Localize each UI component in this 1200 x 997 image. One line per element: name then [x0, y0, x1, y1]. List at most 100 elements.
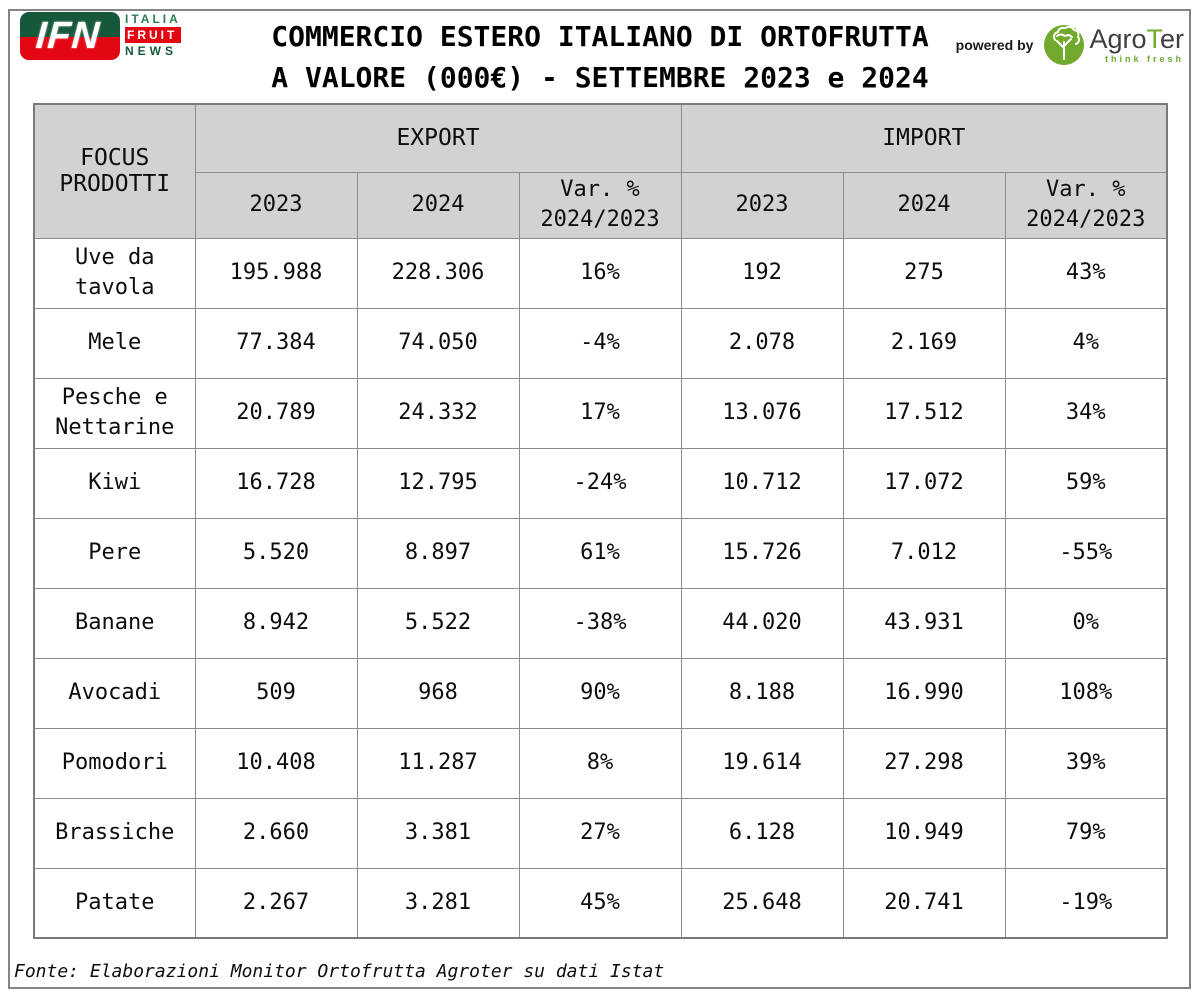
- value-cell: 5.522: [356, 587, 520, 659]
- export-2023-header: 2023: [194, 171, 358, 239]
- product-cell: Uve da tavola: [33, 237, 196, 309]
- product-cell: Pere: [33, 517, 196, 589]
- value-cell: 7.012: [842, 517, 1006, 589]
- value-cell: 44.020: [680, 587, 844, 659]
- table-row: Avocadi 509 968 90% 8.188 16.990 108%: [33, 657, 1168, 729]
- value-cell: 25.648: [680, 867, 844, 939]
- corner-line2: PRODOTTI: [59, 171, 171, 198]
- export-group-header: EXPORT: [194, 103, 682, 173]
- value-cell: 12.795: [356, 447, 520, 519]
- value-cell: 20.741: [842, 867, 1006, 939]
- value-cell: 4%: [1004, 307, 1168, 379]
- ifn-word-fruit: FRUIT: [125, 27, 181, 43]
- value-cell: 27%: [518, 797, 682, 869]
- value-cell: 2.267: [194, 867, 358, 939]
- value-cell: 45%: [518, 867, 682, 939]
- value-cell: -19%: [1004, 867, 1168, 939]
- value-cell: 10.949: [842, 797, 1006, 869]
- product-cell: Kiwi: [33, 447, 196, 519]
- value-cell: 275: [842, 237, 1006, 309]
- value-cell: 5.520: [194, 517, 358, 589]
- value-cell: 195.988: [194, 237, 358, 309]
- value-cell: -4%: [518, 307, 682, 379]
- value-cell: 10.408: [194, 727, 358, 799]
- value-cell: 15.726: [680, 517, 844, 589]
- table-row: Pere 5.520 8.897 61% 15.726 7.012 -55%: [33, 517, 1168, 589]
- value-cell: 20.789: [194, 377, 358, 449]
- agroter-tagline: think fresh: [1104, 54, 1184, 64]
- value-cell: 2.169: [842, 307, 1006, 379]
- value-cell: 3.281: [356, 867, 520, 939]
- ifn-logo: IFN ITALIA FRUIT NEWS: [20, 12, 181, 60]
- value-cell: 8.942: [194, 587, 358, 659]
- value-cell: 509: [194, 657, 358, 729]
- page-title: COMMERCIO ESTERO ITALIANO DI ORTOFRUTTA A…: [0, 16, 1200, 98]
- corner-line1: FOCUS: [80, 145, 150, 172]
- export-var-header: Var. % 2024/2023: [518, 171, 682, 239]
- table-row: Kiwi 16.728 12.795 -24% 10.712 17.072 59%: [33, 447, 1168, 519]
- value-cell: 79%: [1004, 797, 1168, 869]
- value-cell: 13.076: [680, 377, 844, 449]
- corner-header-focus-prodotti: FOCUS PRODOTTI: [33, 103, 196, 239]
- value-cell: 27.298: [842, 727, 1006, 799]
- value-cell: 74.050: [356, 307, 520, 379]
- value-cell: 2.078: [680, 307, 844, 379]
- table-body: Uve da tavola 195.988 228.306 16% 192 275 43% M…: [33, 237, 1168, 939]
- table-row: Pomodori 10.408 11.287 8% 19.614 27.298 39%: [33, 727, 1168, 799]
- agroter-name-t: T: [1146, 24, 1160, 54]
- import-2024-header: 2024: [842, 171, 1006, 239]
- table-row: Banane 8.942 5.522 -38% 44.020 43.931 0%: [33, 587, 1168, 659]
- value-cell: 90%: [518, 657, 682, 729]
- value-cell: 16%: [518, 237, 682, 309]
- product-cell: Pomodori: [33, 727, 196, 799]
- value-cell: 968: [356, 657, 520, 729]
- product-cell: Patate: [33, 867, 196, 939]
- value-cell: 17.512: [842, 377, 1006, 449]
- table-row: Pesche e Nettarine 20.789 24.332 17% 13.076 1…: [33, 377, 1168, 449]
- value-cell: 43%: [1004, 237, 1168, 309]
- import-var-line2: 2024/2023: [1026, 207, 1146, 232]
- table-row: Brassiche 2.660 3.381 27% 6.128 10.949 79%: [33, 797, 1168, 869]
- table-row: Patate 2.267 3.281 45% 25.648 20.741 -19%: [33, 867, 1168, 939]
- export-var-line1: Var. %: [560, 177, 640, 203]
- value-cell: 17%: [518, 377, 682, 449]
- value-cell: 24.332: [356, 377, 520, 449]
- product-cell: Banane: [33, 587, 196, 659]
- agroter-logo: AgroTer think fresh: [1043, 24, 1184, 66]
- import-var-header: Var. % 2024/2023: [1004, 171, 1168, 239]
- export-2024-header: 2024: [356, 171, 520, 239]
- ifn-badge-icon: IFN: [20, 12, 120, 60]
- value-cell: 61%: [518, 517, 682, 589]
- page-title-line1: COMMERCIO ESTERO ITALIANO DI ORTOFRUTTA: [271, 20, 929, 53]
- value-cell: 3.381: [356, 797, 520, 869]
- product-cell: Pesche e Nettarine: [33, 377, 196, 449]
- product-cell: Avocadi: [33, 657, 196, 729]
- value-cell: 0%: [1004, 587, 1168, 659]
- value-cell: 2.660: [194, 797, 358, 869]
- agroter-name-post: er: [1159, 24, 1184, 54]
- value-cell: -38%: [518, 587, 682, 659]
- product-cell: Brassiche: [33, 797, 196, 869]
- agroter-tree-icon: [1044, 25, 1085, 65]
- value-cell: 108%: [1004, 657, 1168, 729]
- product-cell: Mele: [33, 307, 196, 379]
- value-cell: 34%: [1004, 377, 1168, 449]
- value-cell: 6.128: [680, 797, 844, 869]
- value-cell: 8%: [518, 727, 682, 799]
- ifn-word-italia: ITALIA: [125, 12, 181, 26]
- value-cell: 43.931: [842, 587, 1006, 659]
- page-title-line2: A VALORE (000€) - SETTEMBRE 2023 e 2024: [271, 61, 929, 94]
- trade-table: FOCUS PRODOTTI EXPORT IMPORT 2023 2024 Va…: [33, 103, 1168, 939]
- value-cell: 77.384: [194, 307, 358, 379]
- source-note: Fonte: Elaborazioni Monitor Ortofrutta A…: [14, 961, 665, 982]
- import-group-header: IMPORT: [680, 103, 1168, 173]
- agroter-wordmark: AgroTer: [1089, 26, 1184, 53]
- table-row: Mele 77.384 74.050 -4% 2.078 2.169 4%: [33, 307, 1168, 379]
- value-cell: 228.306: [356, 237, 520, 309]
- value-cell: 10.712: [680, 447, 844, 519]
- value-cell: 59%: [1004, 447, 1168, 519]
- export-var-line2: 2024/2023: [540, 207, 660, 232]
- ifn-word-news: NEWS: [125, 44, 177, 58]
- value-cell: 39%: [1004, 727, 1168, 799]
- value-cell: 8.188: [680, 657, 844, 729]
